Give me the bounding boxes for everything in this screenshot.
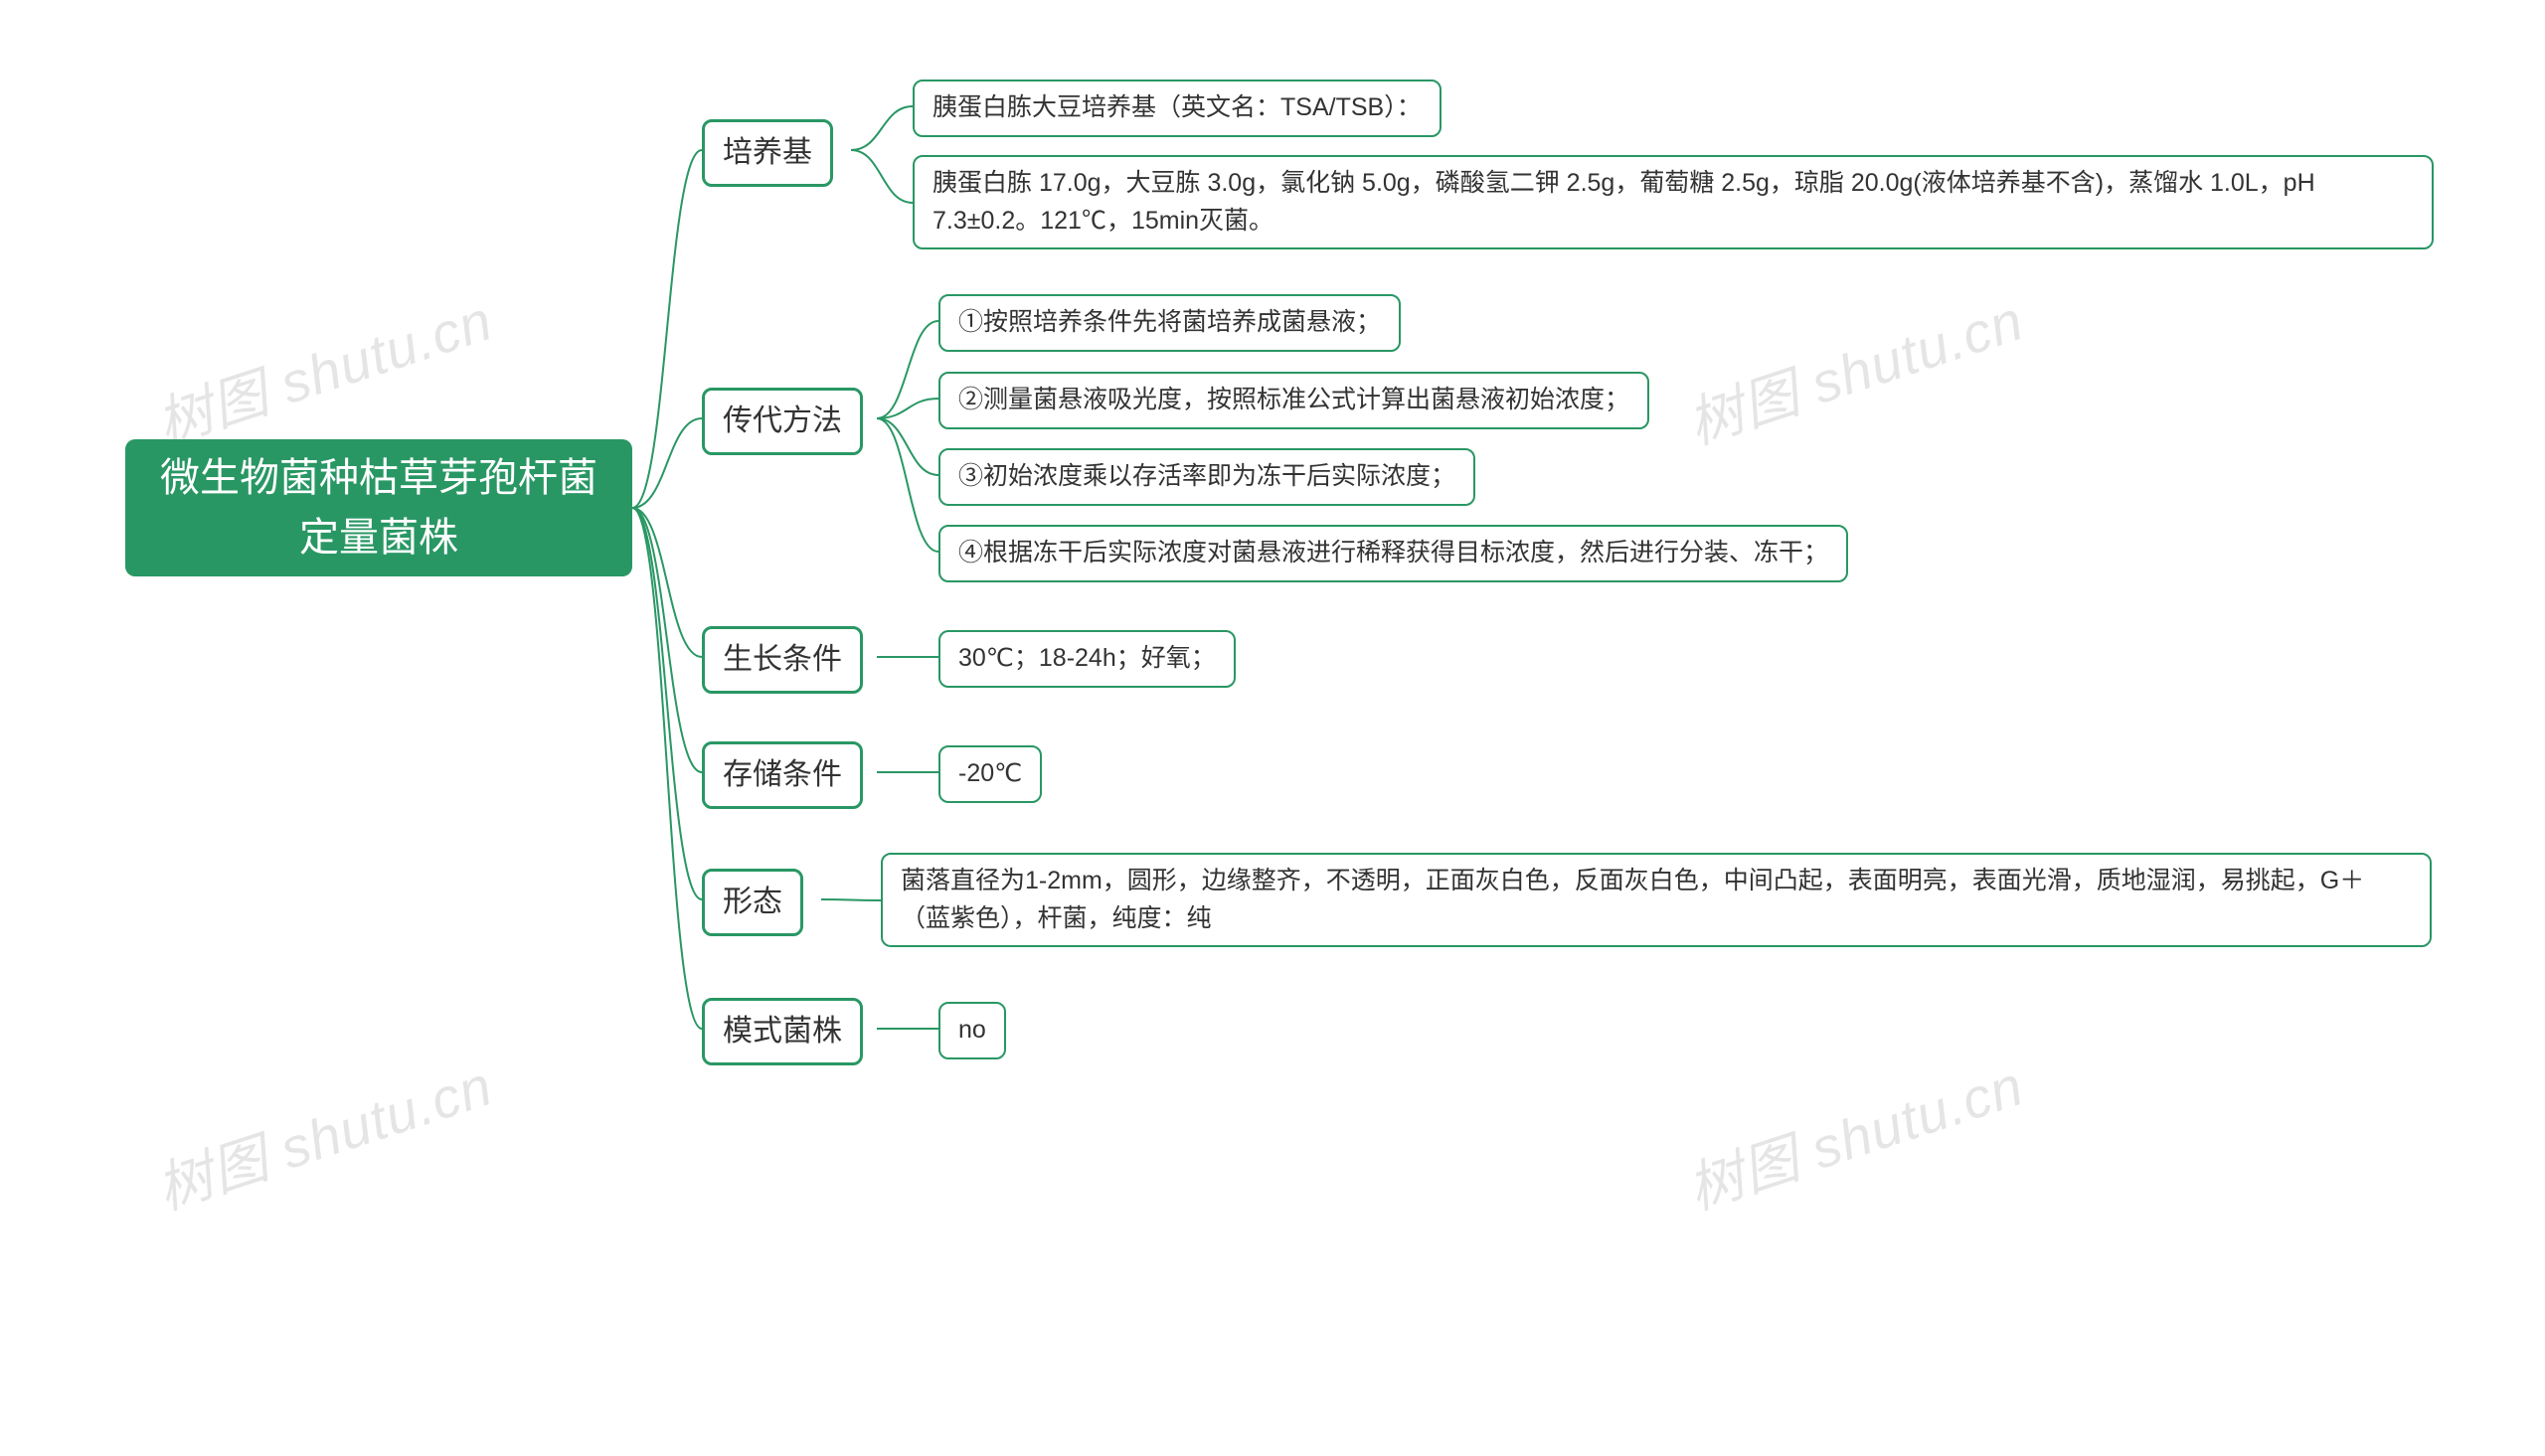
branch-node-storage-conditions: 存储条件 bbox=[702, 741, 863, 809]
leaf-node: 胰蛋白胨大豆培养基（英文名：TSA/TSB）： bbox=[913, 80, 1442, 137]
branch-label: 生长条件 bbox=[723, 639, 842, 681]
leaf-label: -20℃ bbox=[958, 759, 1022, 787]
leaf-node: ②测量菌悬液吸光度，按照标准公式计算出菌悬液初始浓度； bbox=[938, 372, 1649, 429]
leaf-node: ③初始浓度乘以存活率即为冻干后实际浓度； bbox=[938, 448, 1475, 506]
leaf-label: 胰蛋白胨大豆培养基（英文名：TSA/TSB）： bbox=[933, 93, 1422, 121]
leaf-node: 30℃；18-24h；好氧； bbox=[938, 630, 1236, 688]
leaf-node: 胰蛋白胨 17.0g，大豆胨 3.0g，氯化钠 5.0g，磷酸氢二钾 2.5g，… bbox=[913, 155, 2434, 249]
leaf-label: 30℃；18-24h；好氧； bbox=[958, 644, 1216, 672]
watermark: 树图 shutu.cn bbox=[145, 1042, 501, 1225]
leaf-node: -20℃ bbox=[938, 745, 1042, 803]
watermark: 树图 shutu.cn bbox=[145, 276, 501, 460]
branch-label: 培养基 bbox=[723, 132, 812, 174]
branch-node-growth-conditions: 生长条件 bbox=[702, 626, 863, 694]
branch-label: 形态 bbox=[723, 882, 782, 923]
leaf-label: 胰蛋白胨 17.0g，大豆胨 3.0g，氯化钠 5.0g，磷酸氢二钾 2.5g，… bbox=[933, 169, 2315, 235]
branch-node-morphology: 形态 bbox=[702, 869, 803, 936]
branch-node-culture-medium: 培养基 bbox=[702, 119, 833, 187]
root-node: 微生物菌种枯草芽孢杆菌定量菌株 bbox=[125, 439, 632, 576]
watermark: 树图 shutu.cn bbox=[1676, 1042, 2032, 1225]
leaf-node: ①按照培养条件先将菌培养成菌悬液； bbox=[938, 294, 1401, 352]
watermark: 树图 shutu.cn bbox=[1676, 276, 2032, 460]
branch-node-subculture-method: 传代方法 bbox=[702, 388, 863, 455]
leaf-label: ①按照培养条件先将菌培养成菌悬液； bbox=[958, 308, 1381, 336]
leaf-node: 菌落直径为1-2mm，圆形，边缘整齐，不透明，正面灰白色，反面灰白色，中间凸起，… bbox=[881, 853, 2432, 947]
branch-label: 模式菌株 bbox=[723, 1011, 842, 1052]
leaf-label: 菌落直径为1-2mm，圆形，边缘整齐，不透明，正面灰白色，反面灰白色，中间凸起，… bbox=[901, 867, 2364, 932]
leaf-label: ④根据冻干后实际浓度对菌悬液进行稀释获得目标浓度，然后进行分装、冻干； bbox=[958, 539, 1828, 566]
branch-label: 存储条件 bbox=[723, 754, 842, 796]
leaf-node: ④根据冻干后实际浓度对菌悬液进行稀释获得目标浓度，然后进行分装、冻干； bbox=[938, 525, 1848, 582]
leaf-label: no bbox=[958, 1016, 986, 1044]
branch-node-type-strain: 模式菌株 bbox=[702, 998, 863, 1065]
leaf-label: ③初始浓度乘以存活率即为冻干后实际浓度； bbox=[958, 462, 1455, 490]
leaf-label: ②测量菌悬液吸光度，按照标准公式计算出菌悬液初始浓度； bbox=[958, 386, 1629, 413]
branch-label: 传代方法 bbox=[723, 401, 842, 442]
leaf-node: no bbox=[938, 1002, 1006, 1059]
root-label: 微生物菌种枯草芽孢杆菌定量菌株 bbox=[160, 448, 597, 567]
